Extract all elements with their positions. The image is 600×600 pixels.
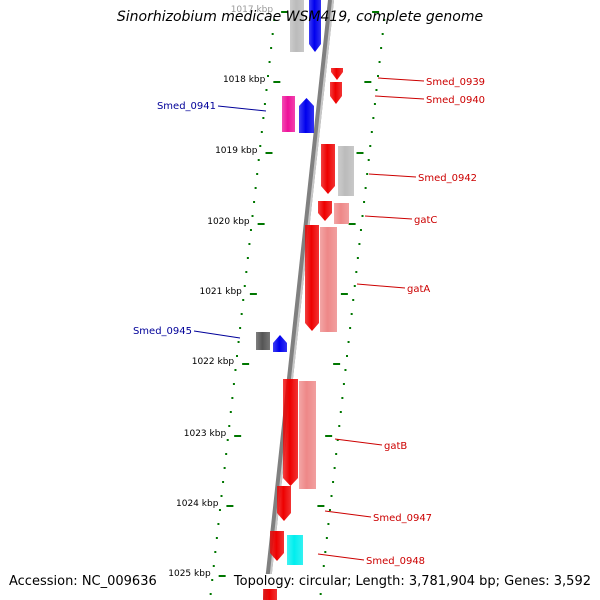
- gene-feature-gatB: [299, 381, 316, 489]
- gene-label-forward: Smed_0947: [373, 513, 432, 524]
- gene-feature-smed0947: [277, 486, 291, 521]
- gene-feature-smed0945-a: [256, 332, 270, 350]
- gene-feature-gatC-a: [318, 201, 332, 221]
- gene-feature-smed0941-a: [282, 96, 295, 132]
- gene-label-forward: gatC: [414, 215, 437, 226]
- map-title: Sinorhizobium medicae WSM419, complete g…: [116, 9, 484, 25]
- gene-feature-smed0945: [273, 335, 287, 352]
- gene-label-reverse: Smed_0941: [157, 101, 216, 112]
- gene-label-forward: Smed_0939: [426, 77, 485, 88]
- gene-leader-line: [193, 330, 241, 339]
- gene-leader-line: [217, 105, 267, 112]
- scale-label: 1019 kbp: [215, 146, 258, 156]
- gene-label-forward: gatA: [407, 284, 430, 295]
- gene-feature-smed0948-a: [270, 531, 284, 561]
- gene-feature-gatC: [334, 203, 349, 224]
- gene-feature-grey: [290, 0, 304, 52]
- gene-feature-smed0942-a: [321, 144, 335, 194]
- gene-leader-line: [317, 553, 365, 561]
- gene-feature-gatB-a: [283, 379, 298, 486]
- accession-label: Accession: NC_009636: [7, 574, 159, 589]
- gene-feature-smed0948: [287, 535, 303, 565]
- gene-leader-line: [374, 95, 425, 100]
- gene-feature-smed0941: [299, 98, 314, 133]
- gene-leader-line: [356, 283, 406, 289]
- gene-leader-line: [324, 510, 372, 518]
- gene-feature-gatA-a: [305, 225, 319, 331]
- scale-label: 1025 kbp: [168, 569, 211, 579]
- topology-label: Topology: circular; Length: 3,781,904 bp…: [231, 574, 593, 589]
- scale-label: 1017 kbp: [231, 5, 274, 15]
- gene-leader-line: [368, 173, 417, 178]
- gene-feature-smed0942: [338, 146, 354, 196]
- gene-leader-line: [364, 215, 413, 220]
- gene-label-forward: Smed_0942: [418, 173, 477, 184]
- gene-label-reverse: Smed_0945: [133, 326, 192, 337]
- genome-backbone: [263, 0, 334, 600]
- gene-feature-smed0939: [331, 68, 343, 80]
- gene-feature-smed0940: [330, 82, 342, 104]
- scale-label: 1020 kbp: [207, 217, 250, 227]
- gene-label-forward: Smed_0948: [366, 556, 425, 567]
- gene-label-forward: gatB: [384, 441, 407, 452]
- scale-label: 1021 kbp: [199, 287, 242, 297]
- scale-label: 1023 kbp: [184, 429, 227, 439]
- gene-label-forward: Smed_0940: [426, 95, 485, 106]
- scale-label: 1024 kbp: [176, 499, 219, 509]
- scale-label: 1018 kbp: [223, 75, 266, 85]
- gene-leader-line: [377, 77, 425, 82]
- gene-feature-gatA: [320, 227, 337, 332]
- gene-feature-blue: [309, 0, 321, 52]
- scale-label: 1022 kbp: [192, 357, 235, 367]
- gene-leader-line: [334, 438, 383, 446]
